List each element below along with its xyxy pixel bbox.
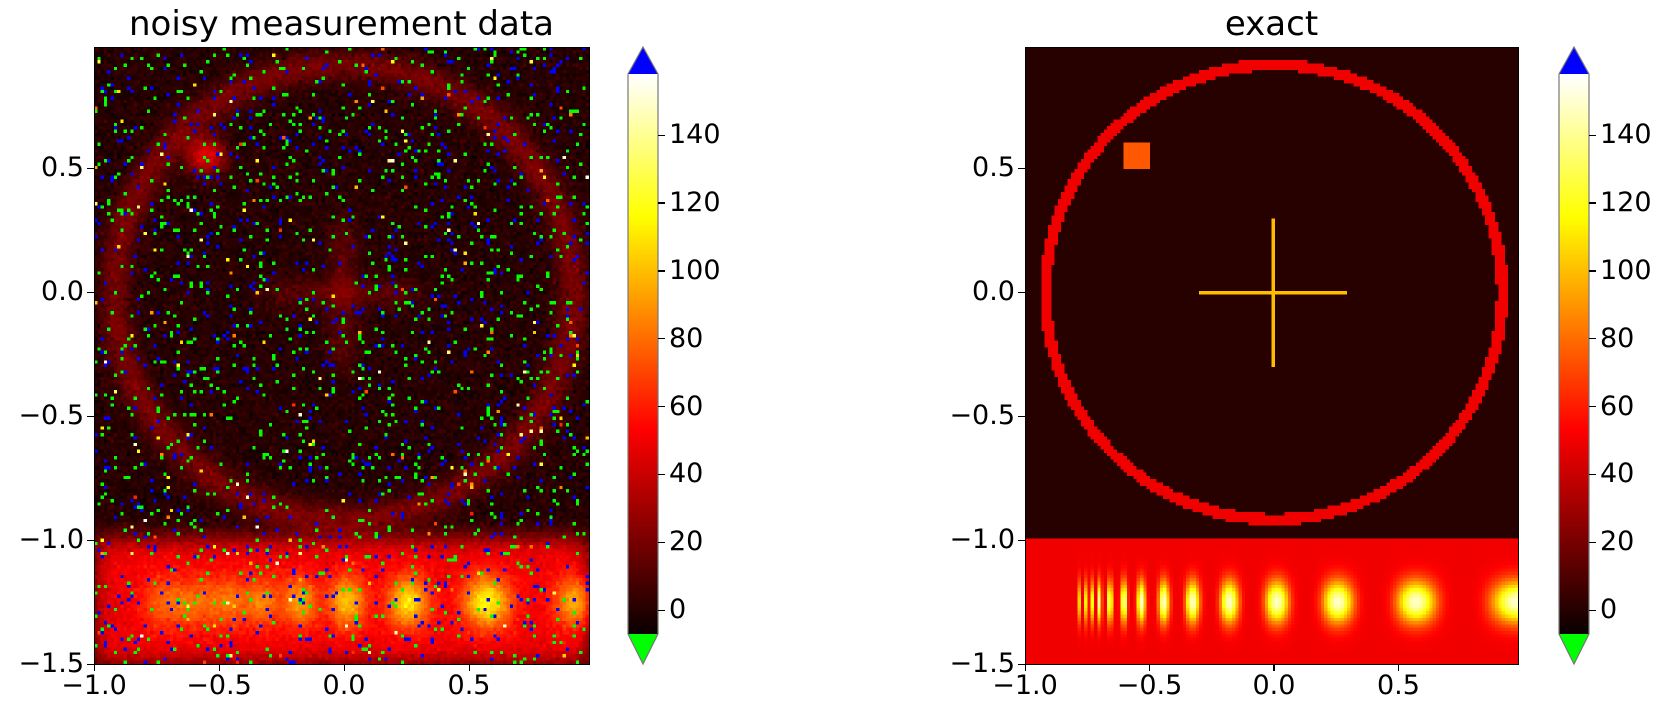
- colorbar-tick-mark: [658, 134, 665, 136]
- colorbar-over-triangle: [1559, 47, 1589, 74]
- x-tick-mark: [343, 664, 345, 671]
- colorbar-border: [1558, 45, 1590, 666]
- x-tick-label: 0.5: [447, 670, 491, 701]
- colorbar-tick-label: 20: [669, 526, 704, 558]
- x-tick-mark: [93, 664, 95, 671]
- colorbar-tick-label: 40: [669, 458, 704, 490]
- y-tick-label: 0.5: [41, 152, 84, 184]
- colorbar-tick-mark: [658, 541, 665, 544]
- colorbar-tick-label: 100: [1600, 254, 1652, 286]
- y-tick-mark: [87, 167, 94, 170]
- y-tick-mark: [87, 415, 94, 417]
- x-tick-label: −0.5: [1116, 670, 1183, 701]
- colorbar-tick-mark: [658, 609, 665, 611]
- y-tick-mark: [1018, 291, 1025, 293]
- colorbar-tick-mark: [658, 338, 665, 340]
- colorbar-border: [627, 45, 659, 666]
- y-tick-label: −1.5: [18, 648, 84, 679]
- colorbar-tick-label: 60: [669, 390, 704, 422]
- x-tick-label: 0.0: [322, 670, 366, 701]
- y-tick-label: −1.0: [949, 524, 1015, 556]
- colorbar-tick-mark: [1589, 134, 1596, 136]
- x-tick-label: −1.0: [992, 670, 1058, 701]
- x-tick-mark: [1397, 664, 1400, 671]
- colorbar-tick-mark: [1589, 609, 1596, 611]
- colorbar-tick-label: 100: [669, 254, 721, 286]
- noisy-heatmap-image: [94, 47, 589, 664]
- colorbar-tick-mark: [1589, 202, 1596, 204]
- colorbar-tick-mark: [1589, 406, 1596, 408]
- colorbar-under-triangle: [1559, 634, 1589, 664]
- x-tick-label: 0.0: [1252, 670, 1296, 701]
- panel-title: noisy measurement data: [128, 4, 555, 44]
- colorbar-tick-label: 120: [669, 186, 721, 218]
- colorbar-over-triangle: [628, 47, 658, 74]
- y-tick-label: 0.0: [972, 276, 1015, 308]
- colorbar-tick-mark: [658, 406, 665, 408]
- axes-frame: [1025, 47, 1519, 665]
- x-tick-label: 0.5: [1377, 670, 1420, 701]
- x-tick-mark: [1024, 664, 1026, 671]
- colorbar-tick-mark: [658, 473, 665, 476]
- x-tick-label: −0.5: [186, 670, 252, 701]
- colorbar-tick-label: 140: [1600, 119, 1652, 151]
- y-tick-mark: [87, 291, 94, 293]
- colorbar-tick-label: 0: [669, 594, 687, 626]
- y-tick-label: −0.5: [949, 400, 1015, 432]
- x-tick-mark: [1273, 664, 1275, 671]
- colorbar-tick-label: 120: [1600, 186, 1652, 218]
- colorbar: [628, 74, 658, 634]
- colorbar-under-triangle: [628, 634, 658, 664]
- colorbar-tick-mark: [1589, 541, 1596, 544]
- x-tick-mark: [468, 664, 470, 671]
- colorbar-tick-label: 40: [1600, 458, 1635, 490]
- colorbar-tick-label: 0: [1600, 594, 1618, 626]
- colorbar-tick-mark: [658, 202, 665, 204]
- colorbar-tick-mark: [1589, 270, 1596, 272]
- y-tick-mark: [87, 539, 94, 541]
- x-tick-label: −1.0: [61, 670, 127, 701]
- colorbar-tick-label: 140: [669, 119, 721, 151]
- x-tick-mark: [218, 664, 220, 671]
- colorbar-tick-label: 60: [1600, 390, 1635, 422]
- colorbar-tick-mark: [658, 270, 665, 272]
- colorbar-tick-label: 80: [1600, 322, 1635, 354]
- colorbar-tick-mark: [1589, 473, 1596, 476]
- y-tick-mark: [1018, 167, 1025, 170]
- y-tick-label: 0.0: [41, 276, 84, 308]
- panel-title: exact: [1224, 4, 1319, 44]
- y-tick-label: 0.5: [972, 152, 1015, 184]
- y-tick-mark: [87, 663, 94, 665]
- y-tick-mark: [1018, 663, 1025, 665]
- x-tick-mark: [1148, 664, 1151, 671]
- colorbar-tick-mark: [1589, 338, 1596, 340]
- exact-heatmap-image: [1025, 47, 1518, 664]
- colorbar: [1559, 74, 1589, 634]
- y-tick-label: −0.5: [18, 400, 84, 432]
- y-tick-label: −1.5: [949, 648, 1015, 679]
- colorbar-tick-label: 20: [1600, 526, 1635, 558]
- y-tick-label: −1.0: [18, 524, 84, 556]
- colorbar-tick-label: 80: [669, 322, 704, 354]
- y-tick-mark: [1018, 539, 1025, 541]
- y-tick-mark: [1018, 415, 1025, 417]
- axes-frame: [94, 47, 590, 665]
